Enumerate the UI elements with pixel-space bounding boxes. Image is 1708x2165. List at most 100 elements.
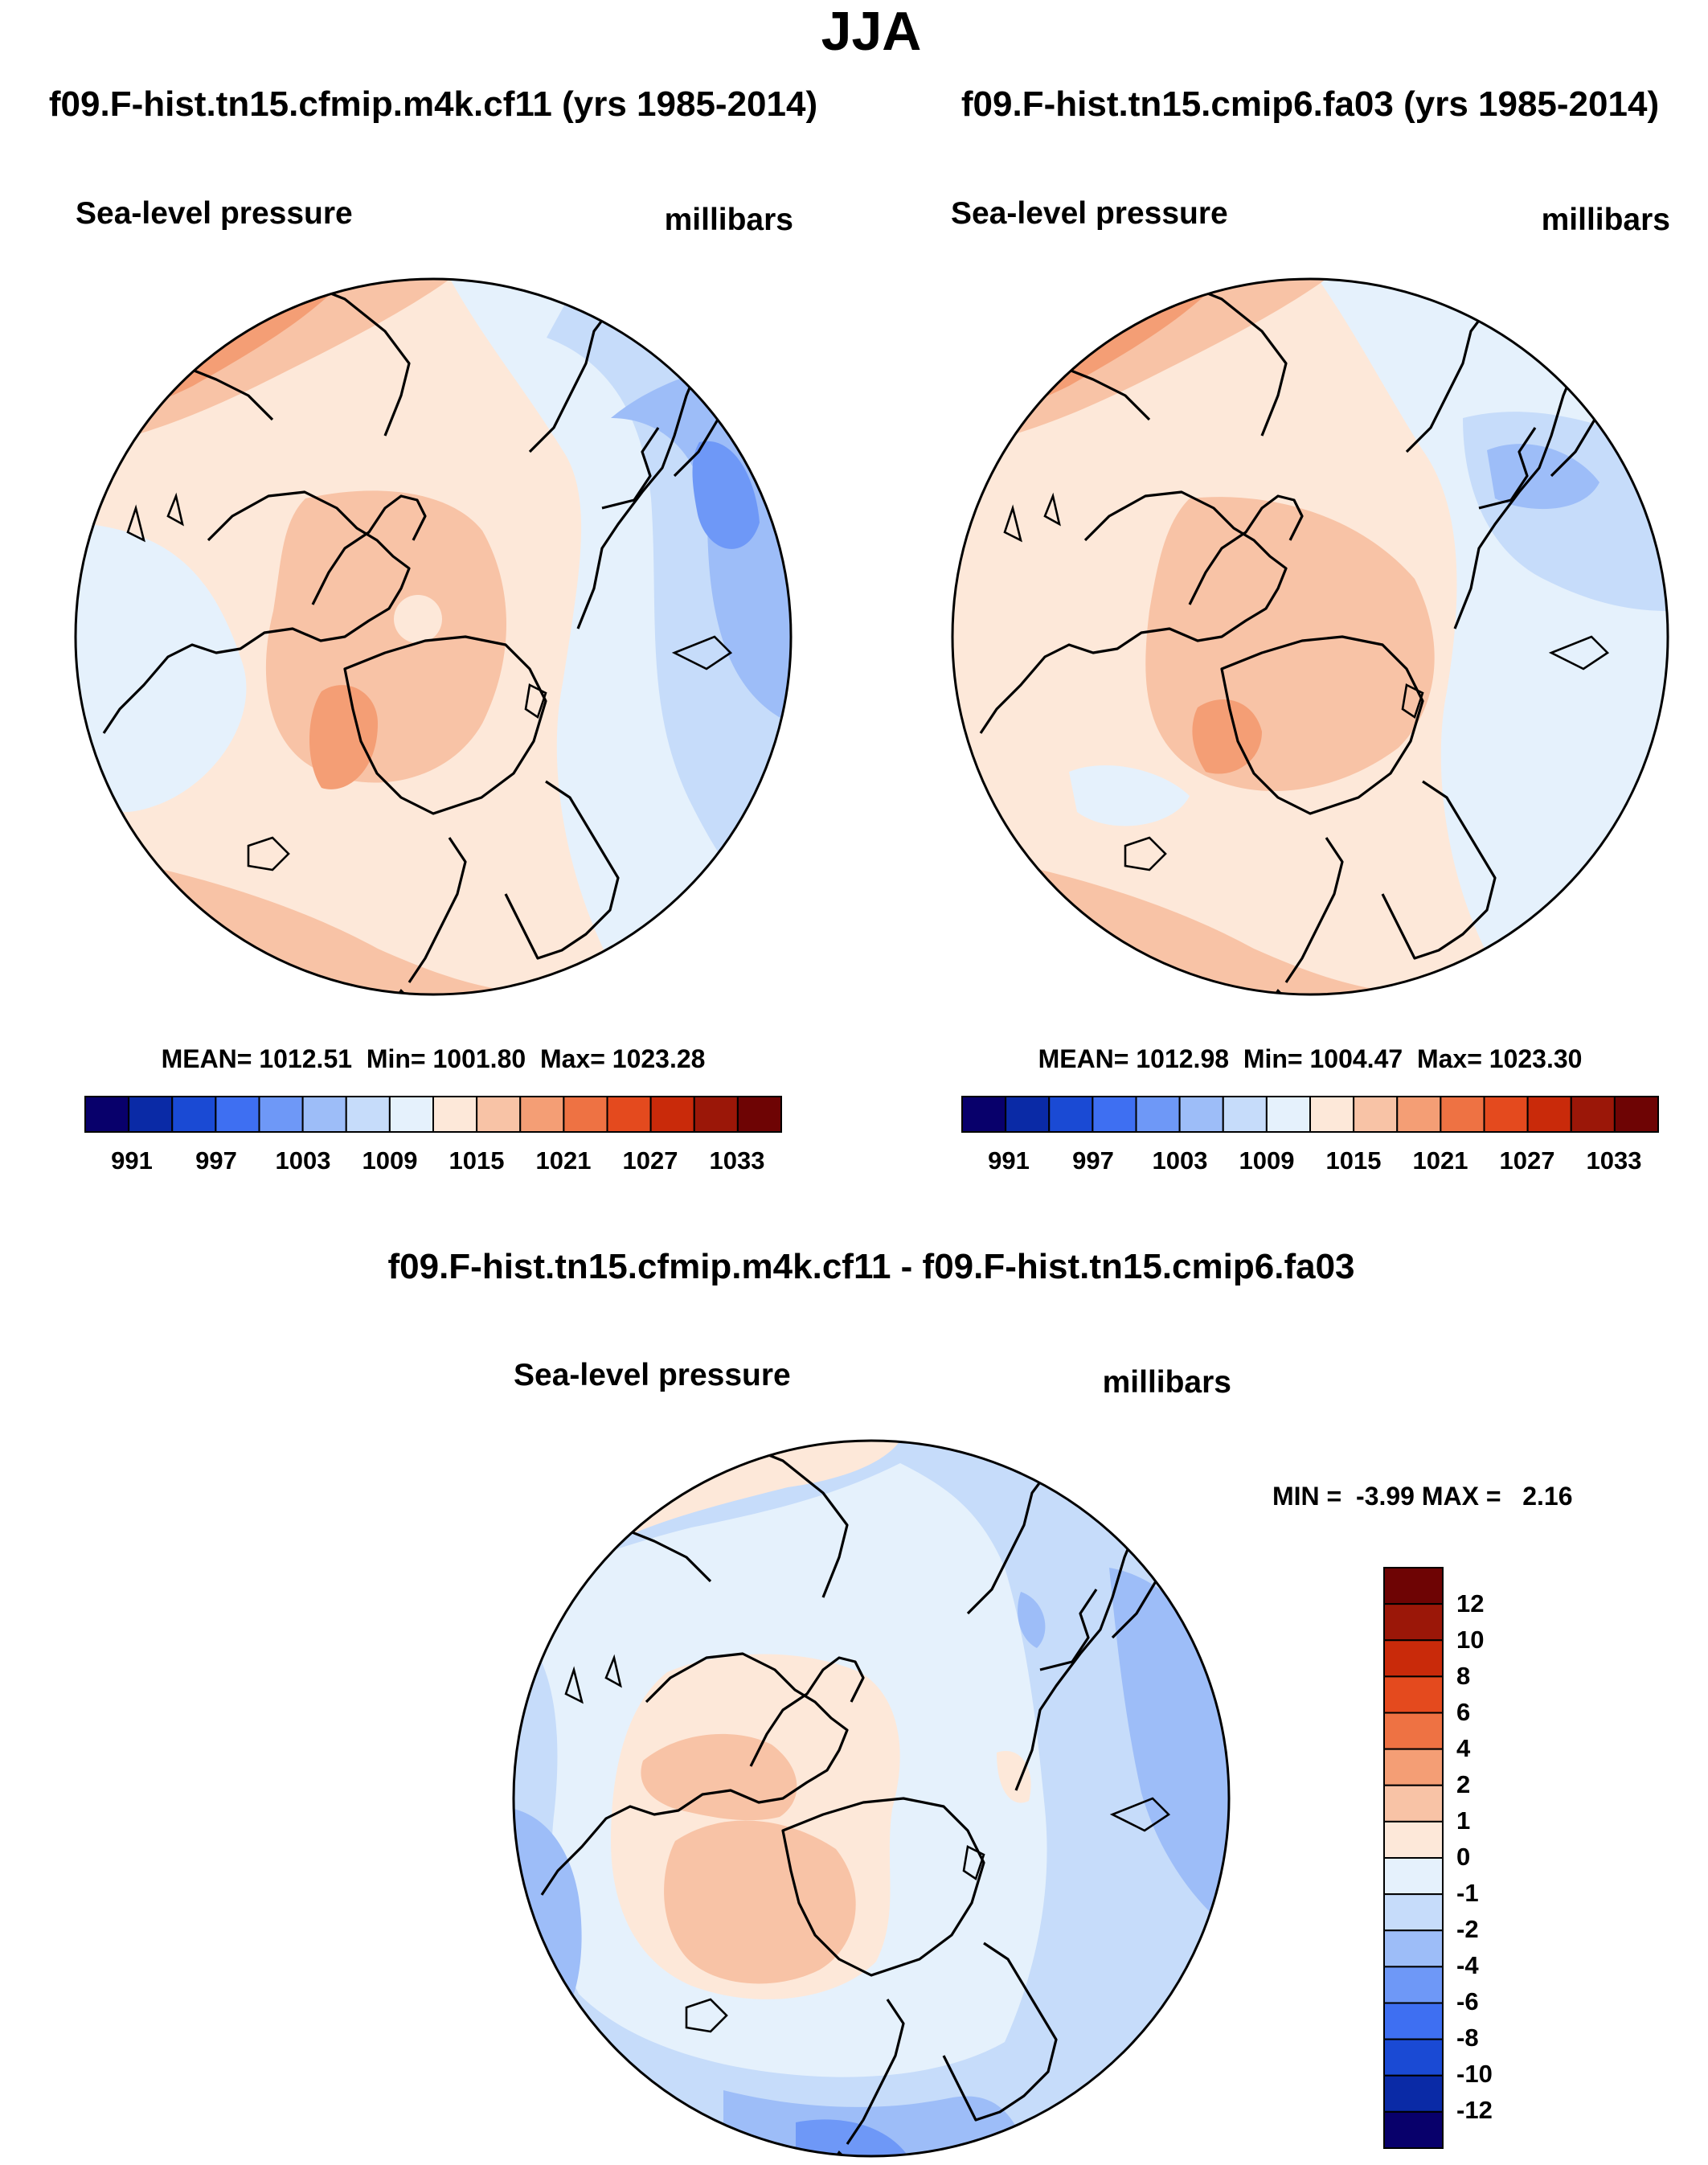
panel-right-map-border: [951, 277, 1669, 996]
colorbar-tick: 1009: [1239, 1146, 1295, 1175]
colorbar-cell: [1383, 1748, 1444, 1786]
colorbar-cell: [1383, 1820, 1444, 1859]
colorbar-tick: 1021: [536, 1146, 592, 1175]
colorbar-cell: [1005, 1096, 1051, 1133]
colorbar-cell: [1092, 1096, 1137, 1133]
colorbar-cell: [1526, 1096, 1572, 1133]
colorbar-cell: [1383, 1712, 1444, 1750]
panel-diff-variable: Sea-level pressure: [514, 1358, 791, 1392]
colorbar-tick: 997: [1072, 1146, 1114, 1175]
colorbar-tick: -8: [1456, 2024, 1479, 2052]
colorbar-cell: [1265, 1096, 1311, 1133]
panel-diff-stats: MIN = -3.99 MAX = 2.16: [1272, 1482, 1572, 1511]
panel-left: f09.F-hist.tn15.cfmip.m4k.cf11 (yrs 1985…: [49, 84, 817, 1175]
colorbar-tick: 1033: [1587, 1146, 1642, 1175]
colorbar-cell: [301, 1096, 347, 1133]
colorbar-cell: [1383, 1567, 1444, 1605]
colorbar-tick: 0: [1456, 1843, 1470, 1871]
colorbar-cell: [1396, 1096, 1442, 1133]
colorbar-cell: [1570, 1096, 1616, 1133]
panel-right-stats: MEAN= 1012.98 Min= 1004.47 Max= 1023.30: [1038, 1044, 1583, 1073]
colorbar-cell: [961, 1096, 1007, 1133]
colorbar-cell: [1309, 1096, 1355, 1133]
colorbar-tick: -4: [1456, 1951, 1479, 1979]
field-arctic-pocket: [394, 595, 442, 643]
colorbar-tick: 1021: [1413, 1146, 1468, 1175]
panel-left-colorbar: [84, 1096, 782, 1133]
colorbar-cell: [84, 1096, 130, 1133]
colorbar-cell: [1383, 1929, 1444, 1968]
colorbar-cell: [1440, 1096, 1485, 1133]
colorbar-cell: [1383, 2038, 1444, 2077]
colorbar-cell: [1383, 1966, 1444, 2004]
colorbar-cell: [519, 1096, 565, 1133]
colorbar-cell: [1383, 2002, 1444, 2040]
colorbar-tick: 12: [1456, 1589, 1484, 1618]
field-atlantic-pocket: [1069, 765, 1190, 826]
colorbar-cell: [1483, 1096, 1529, 1133]
field-greenland-high: [309, 685, 378, 789]
colorbar-tick: 6: [1456, 1698, 1470, 1726]
panel-left-colorbar-ticks: 991 997 1003 1009 1015 1021 1027 1033: [111, 1146, 764, 1175]
season-title: JJA: [821, 1, 922, 62]
colorbar-cell: [128, 1096, 174, 1133]
colorbar-tick: 8: [1456, 1662, 1470, 1690]
colorbar-cell: [563, 1096, 608, 1133]
colorbar-tick: 1033: [710, 1146, 765, 1175]
colorbar-cell: [1135, 1096, 1181, 1133]
field-east-asia-core: [692, 441, 760, 549]
colorbar-cell: [1383, 1603, 1444, 1642]
panel-diff-colorbar: [1383, 1567, 1444, 2149]
colorbar-cell: [606, 1096, 652, 1133]
panel-left-map-border: [74, 277, 793, 996]
panel-right: f09.F-hist.tn15.cmip6.fa03 (yrs 1985-201…: [951, 84, 1670, 1175]
panel-right-colorbar-ticks: 991 997 1003 1009 1015 1021 1027 1033: [988, 1146, 1641, 1175]
colorbar-tick: 1015: [1326, 1146, 1382, 1175]
colorbar-cell: [649, 1096, 695, 1133]
colorbar-cell: [388, 1096, 434, 1133]
colorbar-tick: -1: [1456, 1879, 1479, 1907]
field-north-america-low: [76, 523, 247, 812]
colorbar-cell: [1383, 1784, 1444, 1823]
colorbar-cell: [1613, 1096, 1659, 1133]
panel-diff-map: [514, 1441, 1229, 2156]
colorbar-tick: 1015: [449, 1146, 505, 1175]
field-siberia-pocket: [1018, 1592, 1046, 1648]
panel-diff: f09.F-hist.tn15.cfmip.m4k.cf11 - f09.F-h…: [387, 1247, 1572, 2158]
colorbar-tick: 1003: [276, 1146, 331, 1175]
colorbar-tick: 1027: [623, 1146, 678, 1175]
panel-right-run-title: f09.F-hist.tn15.cmip6.fa03 (yrs 1985-201…: [961, 84, 1659, 124]
colorbar-cell: [1383, 1675, 1444, 1714]
colorbar-tick: 991: [988, 1146, 1030, 1175]
panel-left-map: [76, 279, 791, 994]
colorbar-tick: 1027: [1500, 1146, 1555, 1175]
panel-right-units: millibars: [1542, 203, 1670, 237]
colorbar-cell: [215, 1096, 260, 1133]
colorbar-tick: -10: [1456, 2060, 1493, 2088]
colorbar-tick: 10: [1456, 1626, 1484, 1654]
panel-right-variable: Sea-level pressure: [951, 196, 1228, 231]
colorbar-cell: [345, 1096, 391, 1133]
colorbar-tick: -12: [1456, 2096, 1493, 2124]
colorbar-tick: 1009: [362, 1146, 418, 1175]
field-scandinavia-pocket: [997, 1751, 1031, 1803]
colorbar-cell: [1222, 1096, 1268, 1133]
colorbar-cell: [1048, 1096, 1094, 1133]
panel-right-colorbar: [961, 1096, 1659, 1133]
colorbar-cell: [432, 1096, 478, 1133]
panel-right-map: [952, 279, 1668, 994]
field-archipelago-high: [641, 1733, 797, 1821]
colorbar-tick: 1003: [1153, 1146, 1208, 1175]
colorbar-cell: [1178, 1096, 1224, 1133]
colorbar-tick: 4: [1456, 1734, 1471, 1762]
panel-left-units: millibars: [665, 203, 793, 237]
panel-left-run-title: f09.F-hist.tn15.cfmip.m4k.cf11 (yrs 1985…: [49, 84, 817, 124]
colorbar-tick: 2: [1456, 1770, 1470, 1798]
colorbar-tick: -2: [1456, 1915, 1479, 1943]
colorbar-cell: [1383, 2110, 1444, 2149]
colorbar-cell: [258, 1096, 304, 1133]
panel-diff-units: millibars: [1103, 1365, 1231, 1400]
panel-diff-run-title: f09.F-hist.tn15.cfmip.m4k.cf11 - f09.F-h…: [387, 1247, 1354, 1286]
colorbar-tick: 997: [195, 1146, 237, 1175]
colorbar-cell: [693, 1096, 739, 1133]
